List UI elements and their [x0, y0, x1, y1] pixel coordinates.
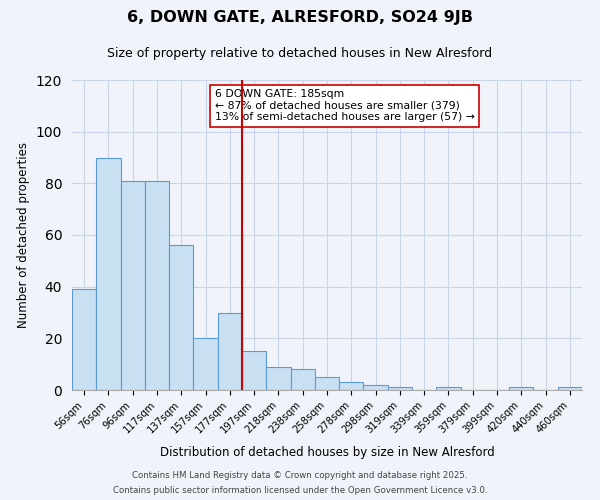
Text: Size of property relative to detached houses in New Alresford: Size of property relative to detached ho… — [107, 48, 493, 60]
Bar — [72, 289, 96, 390]
Bar — [169, 246, 193, 390]
Bar — [509, 388, 533, 390]
Bar — [96, 158, 121, 390]
Text: 6 DOWN GATE: 185sqm
← 87% of detached houses are smaller (379)
13% of semi-detac: 6 DOWN GATE: 185sqm ← 87% of detached ho… — [215, 90, 475, 122]
Text: Contains HM Land Registry data © Crown copyright and database right 2025.: Contains HM Land Registry data © Crown c… — [132, 471, 468, 480]
Y-axis label: Number of detached properties: Number of detached properties — [17, 142, 31, 328]
Bar — [242, 351, 266, 390]
X-axis label: Distribution of detached houses by size in New Alresford: Distribution of detached houses by size … — [160, 446, 494, 460]
Bar — [266, 367, 290, 390]
Bar — [218, 312, 242, 390]
Bar — [388, 388, 412, 390]
Text: Contains public sector information licensed under the Open Government Licence v3: Contains public sector information licen… — [113, 486, 487, 495]
Bar — [558, 388, 582, 390]
Bar — [339, 382, 364, 390]
Text: 6, DOWN GATE, ALRESFORD, SO24 9JB: 6, DOWN GATE, ALRESFORD, SO24 9JB — [127, 10, 473, 25]
Bar — [121, 180, 145, 390]
Bar — [290, 370, 315, 390]
Bar — [436, 388, 461, 390]
Bar — [145, 180, 169, 390]
Bar — [193, 338, 218, 390]
Bar — [315, 377, 339, 390]
Bar — [364, 385, 388, 390]
